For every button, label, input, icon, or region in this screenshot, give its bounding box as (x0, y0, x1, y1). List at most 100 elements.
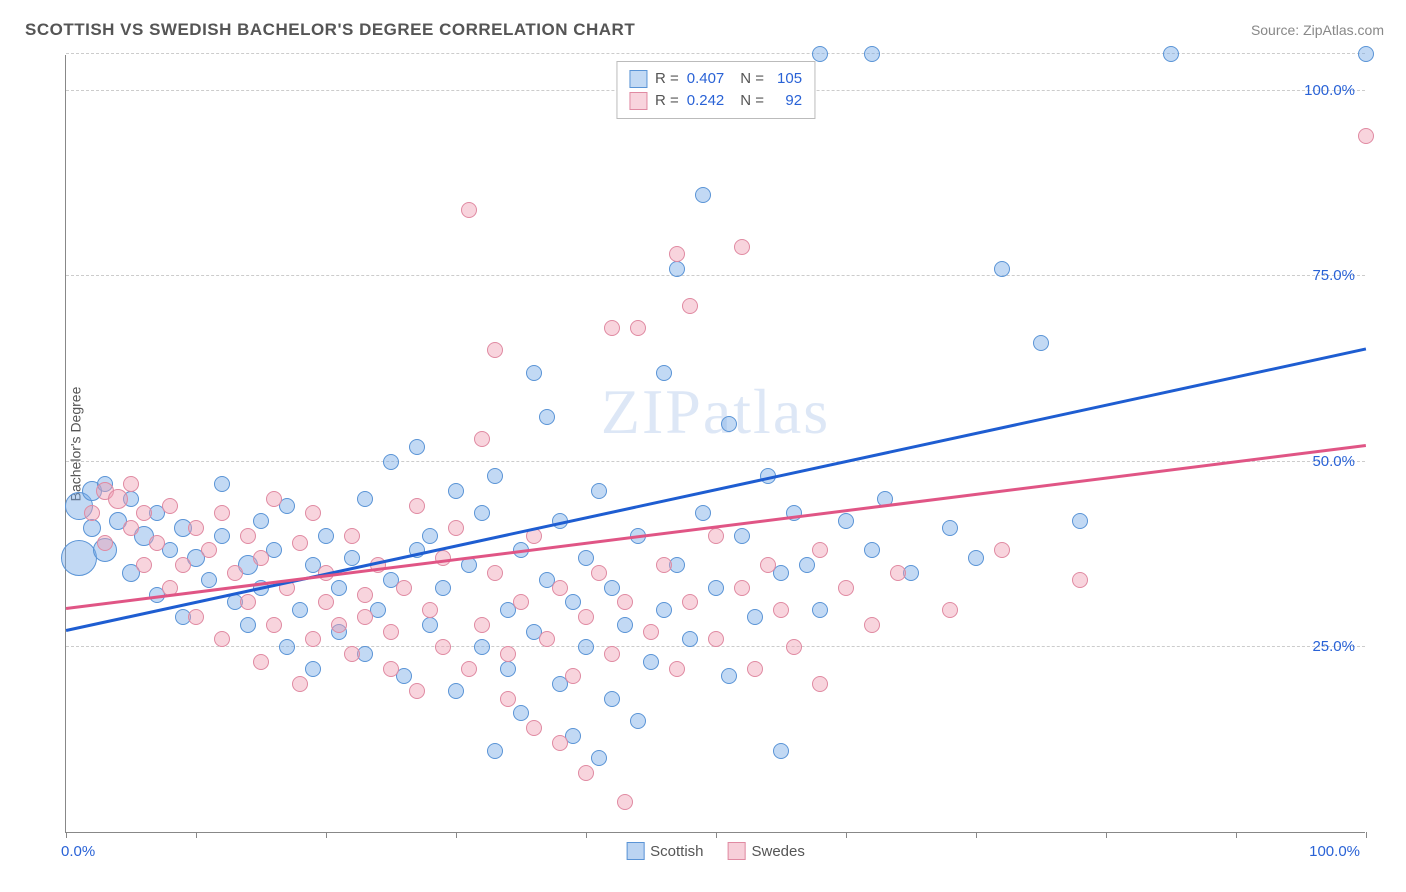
data-point (396, 580, 412, 596)
data-point (253, 513, 269, 529)
data-point (422, 602, 438, 618)
legend-label: Scottish (650, 843, 703, 860)
data-point (942, 602, 958, 618)
data-point (474, 431, 490, 447)
data-point (552, 735, 568, 751)
data-point (682, 631, 698, 647)
data-point (448, 483, 464, 499)
data-point (305, 661, 321, 677)
x-tick (1236, 832, 1237, 838)
data-point (669, 661, 685, 677)
data-point (812, 602, 828, 618)
legend-label: Swedes (751, 843, 804, 860)
stat-n-label: N = (740, 68, 764, 90)
data-point (422, 617, 438, 633)
data-point (487, 565, 503, 581)
data-point (318, 594, 334, 610)
data-point (331, 580, 347, 596)
data-point (656, 365, 672, 381)
x-tick (1366, 832, 1367, 838)
data-point (318, 528, 334, 544)
x-tick (976, 832, 977, 838)
watermark: ZIPatlas (601, 375, 830, 449)
stat-r-value: 0.242 (687, 90, 725, 112)
data-point (108, 489, 128, 509)
grid-line (66, 461, 1365, 462)
data-point (578, 609, 594, 625)
data-point (214, 528, 230, 544)
legend-item: Scottish (626, 842, 703, 860)
data-point (708, 631, 724, 647)
data-point (188, 520, 204, 536)
legend-bottom: Scottish Swedes (626, 842, 805, 860)
data-point (162, 498, 178, 514)
correlation-stats-box: R =0.407N =105R =0.242N =92 (616, 61, 815, 119)
data-point (864, 542, 880, 558)
data-point (266, 491, 282, 507)
data-point (383, 661, 399, 677)
data-point (591, 483, 607, 499)
y-axis-title: Bachelor's Degree (67, 386, 83, 501)
data-point (656, 602, 672, 618)
data-point (656, 557, 672, 573)
data-point (123, 520, 139, 536)
data-point (838, 580, 854, 596)
data-point (604, 646, 620, 662)
data-point (500, 646, 516, 662)
legend-swatch (727, 842, 745, 860)
data-point (708, 528, 724, 544)
data-point (773, 743, 789, 759)
data-point (682, 298, 698, 314)
data-point (500, 691, 516, 707)
legend-swatch (629, 70, 647, 88)
data-point (383, 624, 399, 640)
data-point (305, 505, 321, 521)
grid-line (66, 275, 1365, 276)
data-point (513, 705, 529, 721)
data-point (188, 609, 204, 625)
data-point (578, 550, 594, 566)
data-point (474, 639, 490, 655)
data-point (734, 528, 750, 544)
data-point (1033, 335, 1049, 351)
data-point (201, 572, 217, 588)
data-point (747, 661, 763, 677)
data-point (253, 654, 269, 670)
data-point (1163, 46, 1179, 62)
y-tick-label: 25.0% (1312, 638, 1355, 655)
data-point (1358, 46, 1374, 62)
stat-r-label: R = (655, 90, 679, 112)
data-point (409, 683, 425, 699)
data-point (565, 594, 581, 610)
stat-n-label: N = (740, 90, 764, 112)
data-point (617, 794, 633, 810)
data-point (240, 594, 256, 610)
x-tick (66, 832, 67, 838)
data-point (409, 439, 425, 455)
data-point (136, 557, 152, 573)
data-point (786, 505, 802, 521)
data-point (448, 683, 464, 699)
data-point (357, 587, 373, 603)
y-tick-label: 100.0% (1304, 82, 1355, 99)
data-point (578, 765, 594, 781)
data-point (344, 528, 360, 544)
data-point (526, 720, 542, 736)
data-point (617, 617, 633, 633)
data-point (435, 639, 451, 655)
data-point (864, 617, 880, 633)
data-point (383, 454, 399, 470)
data-point (773, 602, 789, 618)
data-point (526, 365, 542, 381)
data-point (266, 617, 282, 633)
plot-area: ZIPatlas Bachelor's Degree 25.0%50.0%75.… (65, 55, 1365, 833)
data-point (201, 542, 217, 558)
data-point (513, 594, 529, 610)
data-point (539, 409, 555, 425)
data-point (461, 202, 477, 218)
data-point (253, 550, 269, 566)
data-point (1072, 513, 1088, 529)
data-point (422, 528, 438, 544)
data-point (812, 676, 828, 692)
stats-row: R =0.407N =105 (629, 68, 802, 90)
